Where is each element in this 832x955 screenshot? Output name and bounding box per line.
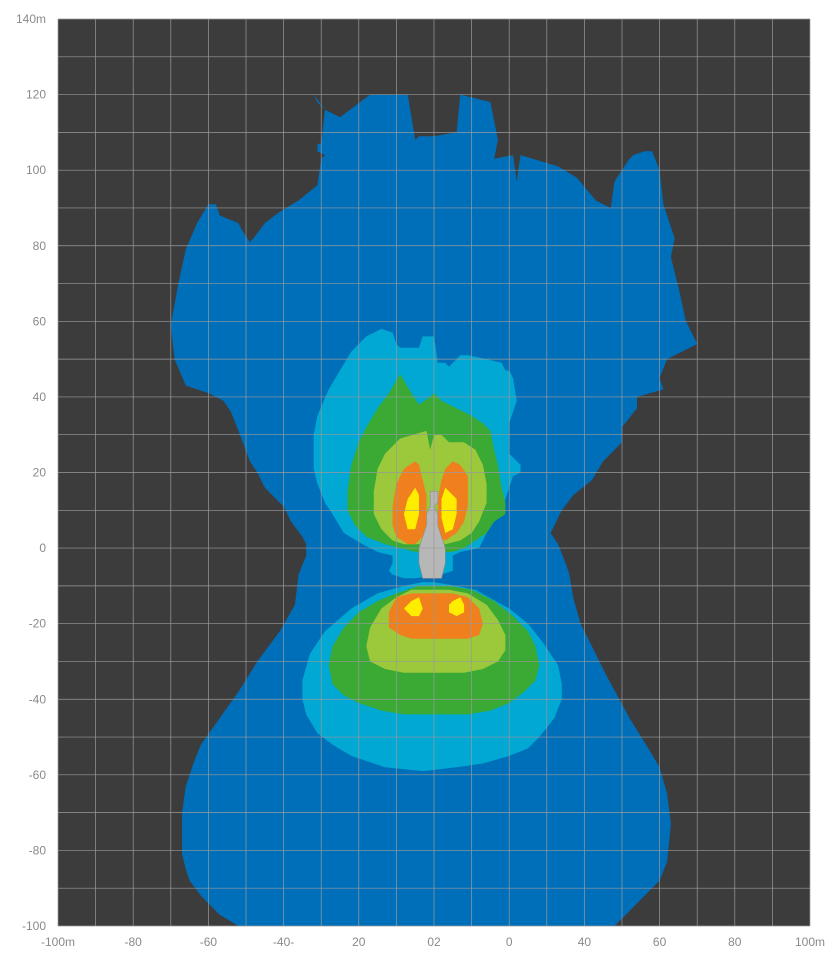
x-tick-label: 80 xyxy=(728,935,742,949)
machine-layer xyxy=(418,491,446,579)
contour-level-5 xyxy=(388,593,483,639)
contour-level-6 xyxy=(403,597,423,617)
y-tick-label: -100 xyxy=(22,919,46,933)
y-axis-ticks: 140m 120 100 80 60 40 20 0 -20 -40 -60 -80 -100 xyxy=(16,12,46,933)
y-tick-label: 120 xyxy=(26,88,46,102)
x-tick-label: 02 xyxy=(427,935,441,949)
y-tick-label: 140m xyxy=(16,12,46,26)
grid-layer xyxy=(57,18,811,927)
y-tick-label: 60 xyxy=(33,314,47,328)
x-axis-ticks: -100m -80 -60 -40- 20 02 0 40 60 80 100m xyxy=(41,935,825,949)
x-tick-label: 0 xyxy=(506,935,513,949)
x-tick-label: -80 xyxy=(125,935,143,949)
x-tick-label: 20 xyxy=(352,935,366,949)
x-tick-label: 40 xyxy=(578,935,592,949)
x-tick-label: -40- xyxy=(273,935,294,949)
y-tick-label: 0 xyxy=(39,541,46,555)
x-tick-label: -100m xyxy=(41,935,75,949)
y-tick-label: 80 xyxy=(33,239,47,253)
y-tick-label: 40 xyxy=(33,390,47,404)
machine-outline xyxy=(418,491,446,579)
x-tick-label: 100m xyxy=(795,935,825,949)
x-tick-label: 60 xyxy=(653,935,667,949)
x-tick-label: -60 xyxy=(200,935,218,949)
contour-level-6 xyxy=(403,487,419,530)
y-tick-label: 20 xyxy=(33,466,47,480)
y-tick-label: -40 xyxy=(29,692,47,706)
y-tick-label: -20 xyxy=(29,617,47,631)
y-tick-label: -80 xyxy=(29,843,47,857)
contour-level-6 xyxy=(449,597,465,617)
y-tick-label: -60 xyxy=(29,768,47,782)
y-tick-label: 100 xyxy=(26,163,46,177)
